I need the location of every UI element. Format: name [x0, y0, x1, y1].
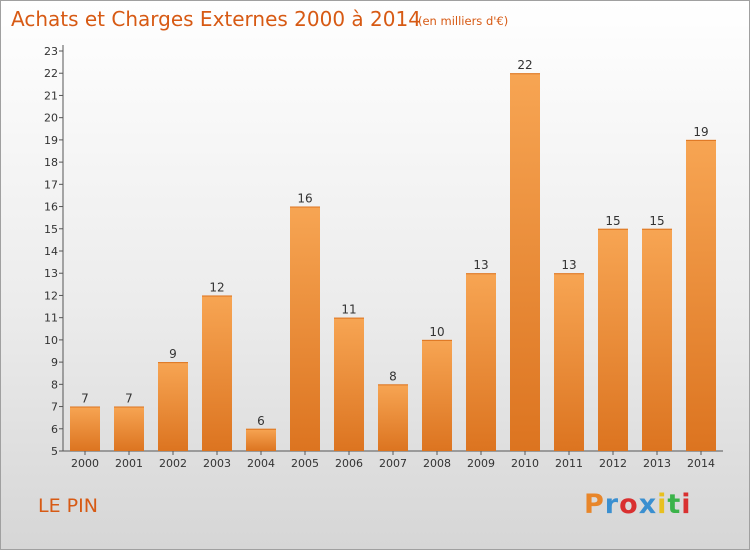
y-tick-label: 8: [51, 378, 58, 391]
data-label-2010: 22: [517, 58, 532, 72]
data-label-2012: 15: [605, 214, 620, 228]
y-tick-label: 17: [44, 178, 58, 191]
data-label-2011: 13: [561, 258, 576, 272]
y-tick-label: 21: [44, 89, 58, 102]
y-tick-label: 15: [44, 223, 58, 236]
x-tick-label-2001: 2001: [115, 457, 143, 470]
bar-2011: [554, 273, 584, 451]
x-tick-label-2014: 2014: [687, 457, 715, 470]
y-tick-label: 11: [44, 312, 58, 325]
data-label-2001: 7: [125, 392, 133, 406]
x-tick-label-2009: 2009: [467, 457, 495, 470]
y-tick-label: 22: [44, 67, 58, 80]
data-label-2004: 6: [257, 414, 265, 428]
x-tick-label-2005: 2005: [291, 457, 319, 470]
y-tick-label: 5: [51, 445, 58, 458]
y-tick-label: 7: [51, 401, 58, 414]
bar-2014: [686, 139, 716, 451]
bar-2006: [334, 317, 364, 451]
y-tick-label: 9: [51, 356, 58, 369]
logo-letter: x: [638, 489, 658, 520]
data-label-2000: 7: [81, 392, 89, 406]
bar-2009: [466, 273, 496, 451]
logo-letter: r: [604, 489, 620, 520]
data-label-2007: 8: [389, 369, 397, 383]
data-label-2013: 15: [649, 214, 664, 228]
x-tick-label-2008: 2008: [423, 457, 451, 470]
x-tick-label-2004: 2004: [247, 457, 275, 470]
y-tick-label: 10: [44, 334, 58, 347]
bars: 7 7 9 12 6 16 11 8 10 13 22 13 15 15 19: [70, 58, 716, 451]
chart-title: Achats et Charges Externes 2000 à 2014: [11, 7, 421, 31]
bar-2008: [422, 339, 452, 451]
x-tick-label-2007: 2007: [379, 457, 407, 470]
x-tick-label-2013: 2013: [643, 457, 671, 470]
x-tick-label-2006: 2006: [335, 457, 363, 470]
data-label-2006: 11: [341, 303, 356, 317]
bar-2010: [510, 73, 540, 451]
y-tick-label: 6: [51, 423, 58, 436]
x-tick-label-2002: 2002: [159, 457, 187, 470]
bar-2000: [70, 406, 100, 451]
data-label-2009: 13: [473, 258, 488, 272]
logo-letter: i: [681, 489, 692, 520]
bar-2005: [290, 206, 320, 451]
y-tick-label: 12: [44, 289, 58, 302]
bar-2004: [246, 428, 276, 451]
bar-2012: [598, 228, 628, 451]
y-tick-label: 13: [44, 267, 58, 280]
x-tick-label-2012: 2012: [599, 457, 627, 470]
data-label-2005: 16: [297, 192, 312, 206]
x-tick-label-2010: 2010: [511, 457, 539, 470]
y-tick-label: 16: [44, 201, 58, 214]
logo-letter: P: [584, 489, 605, 520]
bar-2007: [378, 384, 408, 451]
bar-2001: [114, 406, 144, 451]
logo-letter: t: [667, 489, 682, 520]
logo-letter: o: [619, 489, 639, 520]
bar-2003: [202, 295, 232, 451]
data-label-2003: 12: [209, 280, 224, 294]
x-tick-label-2011: 2011: [555, 457, 583, 470]
data-label-2014: 19: [693, 125, 708, 139]
axes: 5 6 7 8 9 10 11 12 13 14 15 16 17 18 19 20 21 22 23 2000 200…: [44, 45, 723, 470]
y-tick-label: 23: [44, 45, 58, 58]
x-tick-label-2003: 2003: [203, 457, 231, 470]
logo-letter: i: [657, 489, 668, 520]
commune-name: LE PIN: [38, 495, 98, 517]
proxiti-logo[interactable]: Proxiti: [584, 489, 692, 520]
chart-unit: (en milliers d'€): [418, 14, 509, 28]
x-tick-label-2000: 2000: [71, 457, 99, 470]
y-tick-label: 19: [44, 134, 58, 147]
y-tick-label: 20: [44, 112, 58, 125]
y-tick-label: 18: [44, 156, 58, 169]
y-tick-label: 14: [44, 245, 58, 258]
data-label-2008: 10: [429, 325, 444, 339]
bar-2013: [642, 228, 672, 451]
data-label-2002: 9: [169, 347, 177, 361]
bar-2002: [158, 362, 188, 451]
